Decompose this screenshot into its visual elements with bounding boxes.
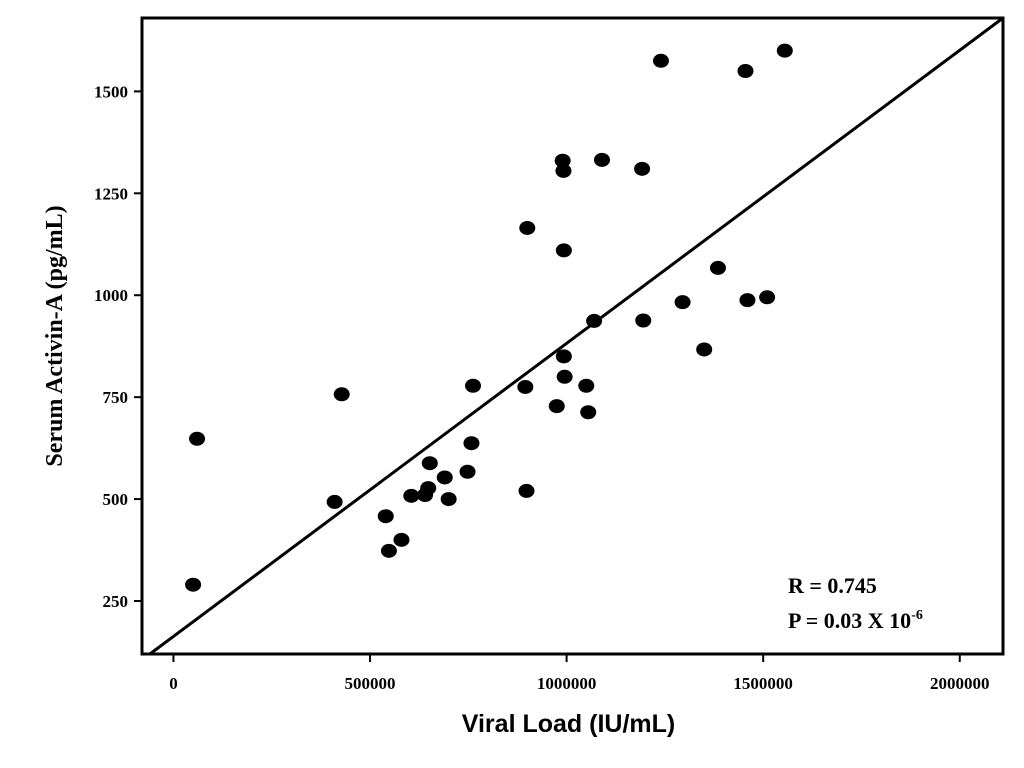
data-point [333,387,350,402]
data-point [548,399,565,414]
data-point [759,290,776,305]
p-value-annotation: P = 0.03 X 10-6 [788,608,923,633]
y-tick-label: 750 [103,388,129,407]
y-tick-label: 1500 [94,82,128,101]
data-point [518,483,535,498]
data-point [421,456,438,471]
regression-line [148,16,1004,656]
data-point [709,260,726,275]
x-tick-label: 0 [169,674,178,693]
p-value-exponent: -6 [911,608,923,623]
data-point [737,64,754,78]
data-point [555,163,572,178]
data-point [436,470,453,485]
x-tick-label: 1500000 [733,674,793,693]
data-point [635,313,652,328]
data-point [555,349,572,364]
plot-area-frame [140,16,1005,656]
y-tick-label: 250 [103,592,129,611]
y-axis: 250 500 750 1000 1250 1500 [94,82,142,611]
data-point [586,313,603,328]
data-point [519,220,536,235]
y-tick-label: 1000 [94,286,128,305]
data-point [580,405,597,420]
y-axis-label: Serum Activin-A (pg/mL) [42,205,68,466]
data-point [459,464,476,479]
data-point [377,509,394,524]
data-point [185,577,202,592]
x-axis: 0 500000 1000000 1500000 2000000 [169,654,990,693]
data-point [696,342,713,357]
data-point [652,53,669,68]
data-point [593,152,610,167]
data-point [739,293,756,308]
data-point [556,369,573,384]
x-axis-label: Viral Load (IU/mL) [462,710,675,738]
data-point [554,153,571,168]
y-tick-label: 500 [103,490,129,509]
data-point [463,436,480,451]
data-point [634,161,651,176]
data-points [185,43,793,592]
data-point [380,543,397,558]
p-value-base: P = 0.03 X 10 [788,608,911,633]
x-tick-label: 2000000 [930,674,990,693]
data-point [403,488,420,503]
data-point [393,532,410,547]
x-tick-label: 1000000 [537,674,597,693]
y-tick-label: 1250 [94,184,128,203]
data-point [674,295,691,310]
data-point [189,431,206,446]
x-tick-label: 500000 [345,674,396,693]
data-point [776,43,793,58]
data-point [420,481,437,496]
data-point [465,378,482,393]
data-point [555,243,572,258]
data-point [326,494,343,509]
data-point [440,492,457,507]
data-point [578,378,595,393]
correlation-r-annotation: R = 0.745 [788,573,877,598]
data-point [517,379,534,394]
